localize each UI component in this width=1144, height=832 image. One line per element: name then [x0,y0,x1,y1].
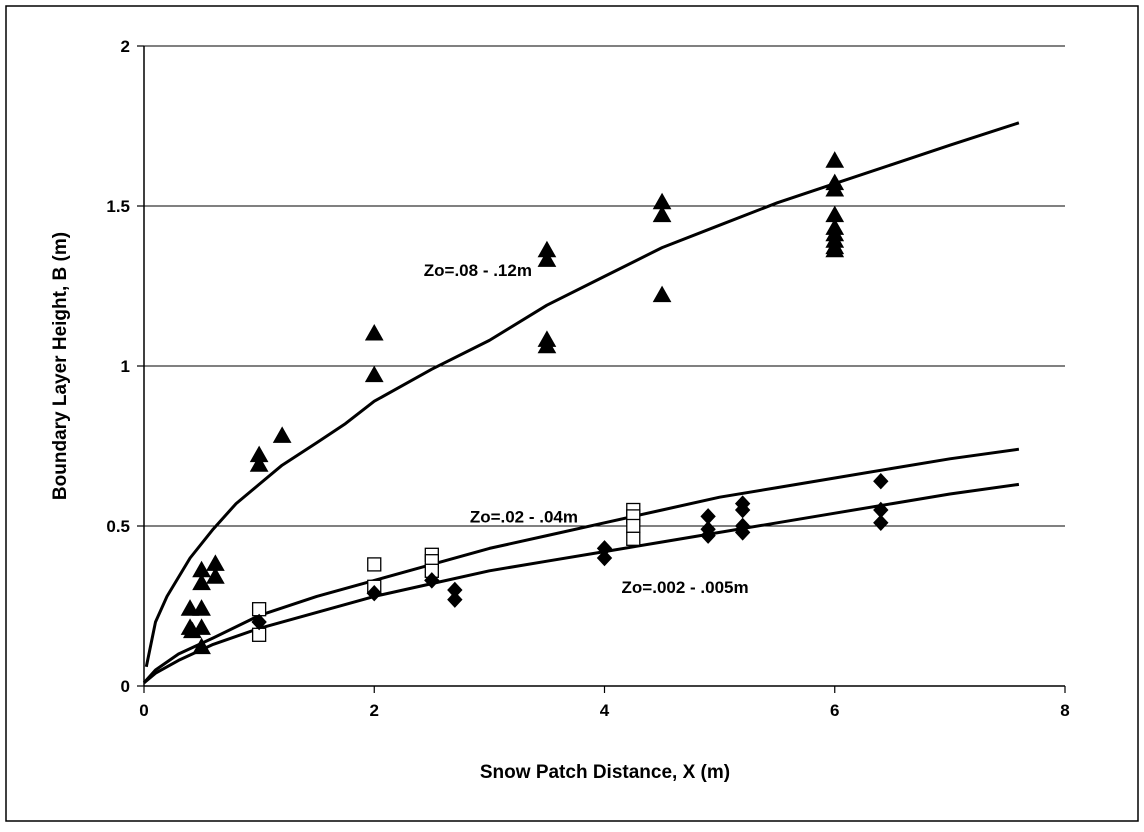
data-markers [180,151,889,655]
fit-curve-1 [144,121,1020,668]
triangle-marker [192,573,211,591]
triangle-marker [249,455,269,472]
square-marker [626,518,641,534]
gridlines [144,45,1065,527]
axes: 0 0.5 1 1.5 2 0 2 4 6 8 [106,37,1069,720]
triangle-marker [537,250,557,267]
diamond-marker [424,572,440,589]
square-marker [626,531,641,546]
triangle-marker [652,205,672,223]
triangle-marker [206,567,225,584]
diamond-marker [734,524,751,541]
y-tick-label: 0.5 [106,517,130,536]
square-marker [251,602,267,617]
triangle-marker [825,179,845,197]
diamond-marker [447,591,463,608]
curve-label: Zo=.02 - .04m [470,507,578,526]
curve-annotations: Zo=.08 - .12m Zo=.02 - .04m Zo=.002 - .005… [424,261,749,597]
x-axis-title: Snow Patch Distance, X (m) [480,762,730,783]
triangle-marker [364,323,384,341]
triangle-marker [537,336,557,354]
diamond-marker [873,514,889,532]
fit-curve-2 [142,447,1020,684]
y-tick-label: 0 [121,677,130,696]
diamond-marker [734,501,751,519]
x-tick-label: 2 [370,701,379,720]
curve-label: Zo=.002 - .005m [622,578,749,597]
triangle-marker [364,365,384,383]
y-tick-label: 1.5 [106,197,130,216]
y-tick-label: 2 [121,37,130,56]
diamond-marker [873,472,889,490]
x-tick-label: 0 [139,701,148,720]
diamond-marker [596,549,613,567]
triangle-marker [825,151,845,168]
fit-curve-3 [143,482,1020,684]
triangle-marker [192,618,211,635]
triangle-marker [192,599,211,616]
triangle-marker [192,637,211,655]
x-tick-label: 8 [1060,701,1069,720]
square-marker [251,627,267,642]
triangle-marker [180,599,200,616]
square-marker [367,557,382,572]
triangle-marker [272,426,292,443]
diamond-marker [251,613,267,631]
curve-label: Zo=.08 - .12m [424,261,532,280]
x-tick-label: 4 [600,701,610,720]
fitted-curves [142,121,1020,684]
diamond-marker [700,527,716,544]
chart-outer-border [5,5,1139,822]
diamond-marker [366,584,382,602]
x-tick-label: 6 [830,701,839,720]
y-tick-label: 1 [121,357,130,376]
triangle-marker [825,240,845,258]
triangle-marker [652,285,672,303]
y-axis-title: Boundary Layer Height, B (m) [50,232,71,500]
